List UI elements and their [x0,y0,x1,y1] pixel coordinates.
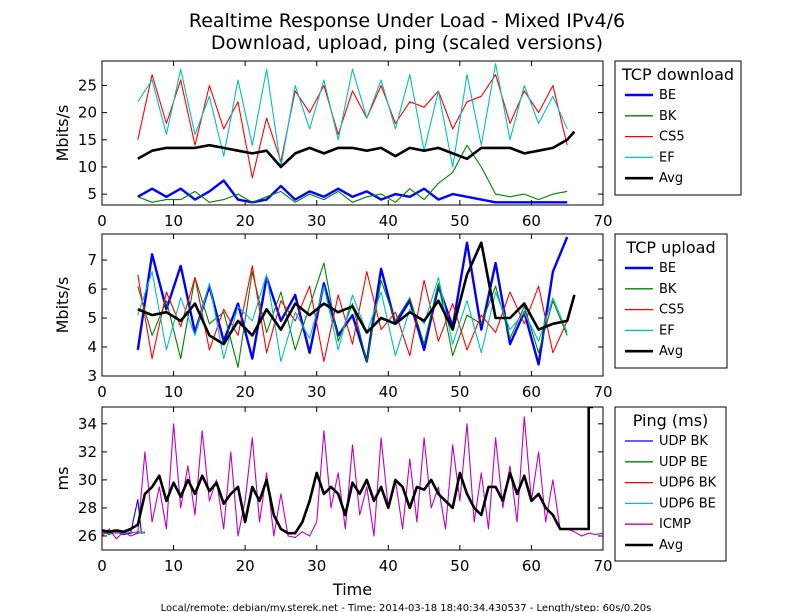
series-group [102,407,603,540]
legend: Ping (ms) UDP BK UDP BE UDP6 BK UDP6 BE ICMP A… [614,406,727,562]
x-tick-label: 10 [164,383,183,401]
y-tick-label: 3 [87,367,97,385]
y-tick-label: 6 [87,280,97,298]
legend-entry: UDP BE [659,455,708,470]
y-tick-label: 4 [87,338,97,356]
series-group [136,236,576,368]
series-line-be [137,179,568,204]
series-line-icmp [102,416,603,540]
x-tick-label: 0 [97,383,107,401]
legend-box [614,406,727,562]
legend-entry: EF [659,150,675,165]
plot-frame [101,60,604,206]
series-group [137,63,576,204]
y-tick-label: 10 [78,158,97,176]
series-line-cs5 [137,74,568,179]
series-line-ef [137,63,568,168]
x-tick-label: 20 [236,557,255,575]
legend-title: Ping (ms) [633,411,709,430]
y-tick-label: 26 [78,527,97,545]
y-tick-label: 30 [78,471,97,489]
x-tick-label: 60 [522,212,541,230]
y-tick-label: 15 [78,131,97,149]
chart-subtitle: Download, upload, ping (scaled versions) [211,32,603,54]
x-axis-label: Time [332,580,372,599]
y-tick-label: 25 [78,76,97,94]
x-tick-label: 0 [97,212,107,230]
legend-entry: BK [659,282,677,297]
legend-entry: Avg [659,538,683,553]
plot-frame [101,233,604,377]
x-tick-label: 60 [522,557,541,575]
series-line-cs5 [137,265,568,363]
x-tick-label: 70 [593,557,612,575]
legend-box [614,233,728,369]
x-tick-label: 30 [307,557,326,575]
chart-panel: 0 10 20 30 40 50 60 70 3 4 5 6 7 Mbits/s TCP upload BE B… [53,233,728,401]
legend-entry: ICMP [659,517,691,532]
x-tick-label: 0 [97,557,107,575]
legend-entry: Avg [659,171,683,186]
x-tick-label: 50 [450,383,469,401]
x-tick-label: 20 [236,383,255,401]
x-tick-label: 70 [593,212,612,230]
legend-entry: CS5 [659,130,685,145]
y-tick-label: 20 [78,104,97,122]
x-tick-label: 70 [593,383,612,401]
y-tick-label: 5 [87,309,97,327]
x-tick-label: 30 [307,383,326,401]
plot-frame [101,406,604,551]
chart-title: Realtime Response Under Load - Mixed IPv… [189,10,625,32]
y-tick-label: 28 [78,499,97,517]
x-tick-label: 20 [236,212,255,230]
x-tick-label: 60 [522,383,541,401]
footer-text: Local/remote: debian/my.sterek.net - Tim… [161,603,652,612]
y-tick-label: 32 [78,443,97,461]
legend-entry: UDP6 BK [659,476,717,491]
x-tick-label: 40 [379,383,398,401]
x-tick-label: 10 [164,557,183,575]
legend-title: TCP download [621,65,734,84]
x-tick-label: 10 [164,212,183,230]
y-axis-label: Mbits/s [53,105,72,162]
legend-entry: UDP6 BE [659,496,716,511]
series-line-avg [137,130,576,169]
y-tick-label: 7 [87,251,97,269]
legend-entry: BK [659,109,677,124]
chart-panel: 0 10 20 30 40 50 60 70 26 28 30 32 34 ms Time Ping (ms)… [53,406,727,599]
series-line-avg [137,241,576,346]
y-axis-label: Mbits/s [53,277,72,334]
x-tick-label: 30 [307,212,326,230]
legend-entry: BE [659,88,676,103]
legend-entry: CS5 [659,303,685,318]
series-line-avg [102,407,593,535]
legend-entry: BE [659,261,676,276]
legend: TCP download BE BK CS5 EF Avg [614,60,742,196]
legend-entry: UDP BK [659,434,708,449]
legend-box [614,60,742,196]
legend: TCP upload BE BK CS5 EF Avg [614,233,728,369]
x-tick-label: 50 [450,212,469,230]
x-tick-label: 50 [450,557,469,575]
series-line-ef [137,271,568,363]
legend-entry: Avg [659,344,683,359]
chart-panel: 0 10 20 30 40 50 60 70 5 10 15 20 25 Mbits/s TCP downl… [53,60,742,230]
y-axis-label: ms [53,467,72,491]
x-tick-label: 40 [379,212,398,230]
y-tick-label: 5 [87,185,97,203]
y-tick-label: 34 [78,415,97,433]
series-line-bk [137,144,568,203]
x-tick-label: 40 [379,557,398,575]
series-line-bk [137,262,568,368]
legend-title: TCP upload [625,238,715,257]
legend-entry: EF [659,323,675,338]
